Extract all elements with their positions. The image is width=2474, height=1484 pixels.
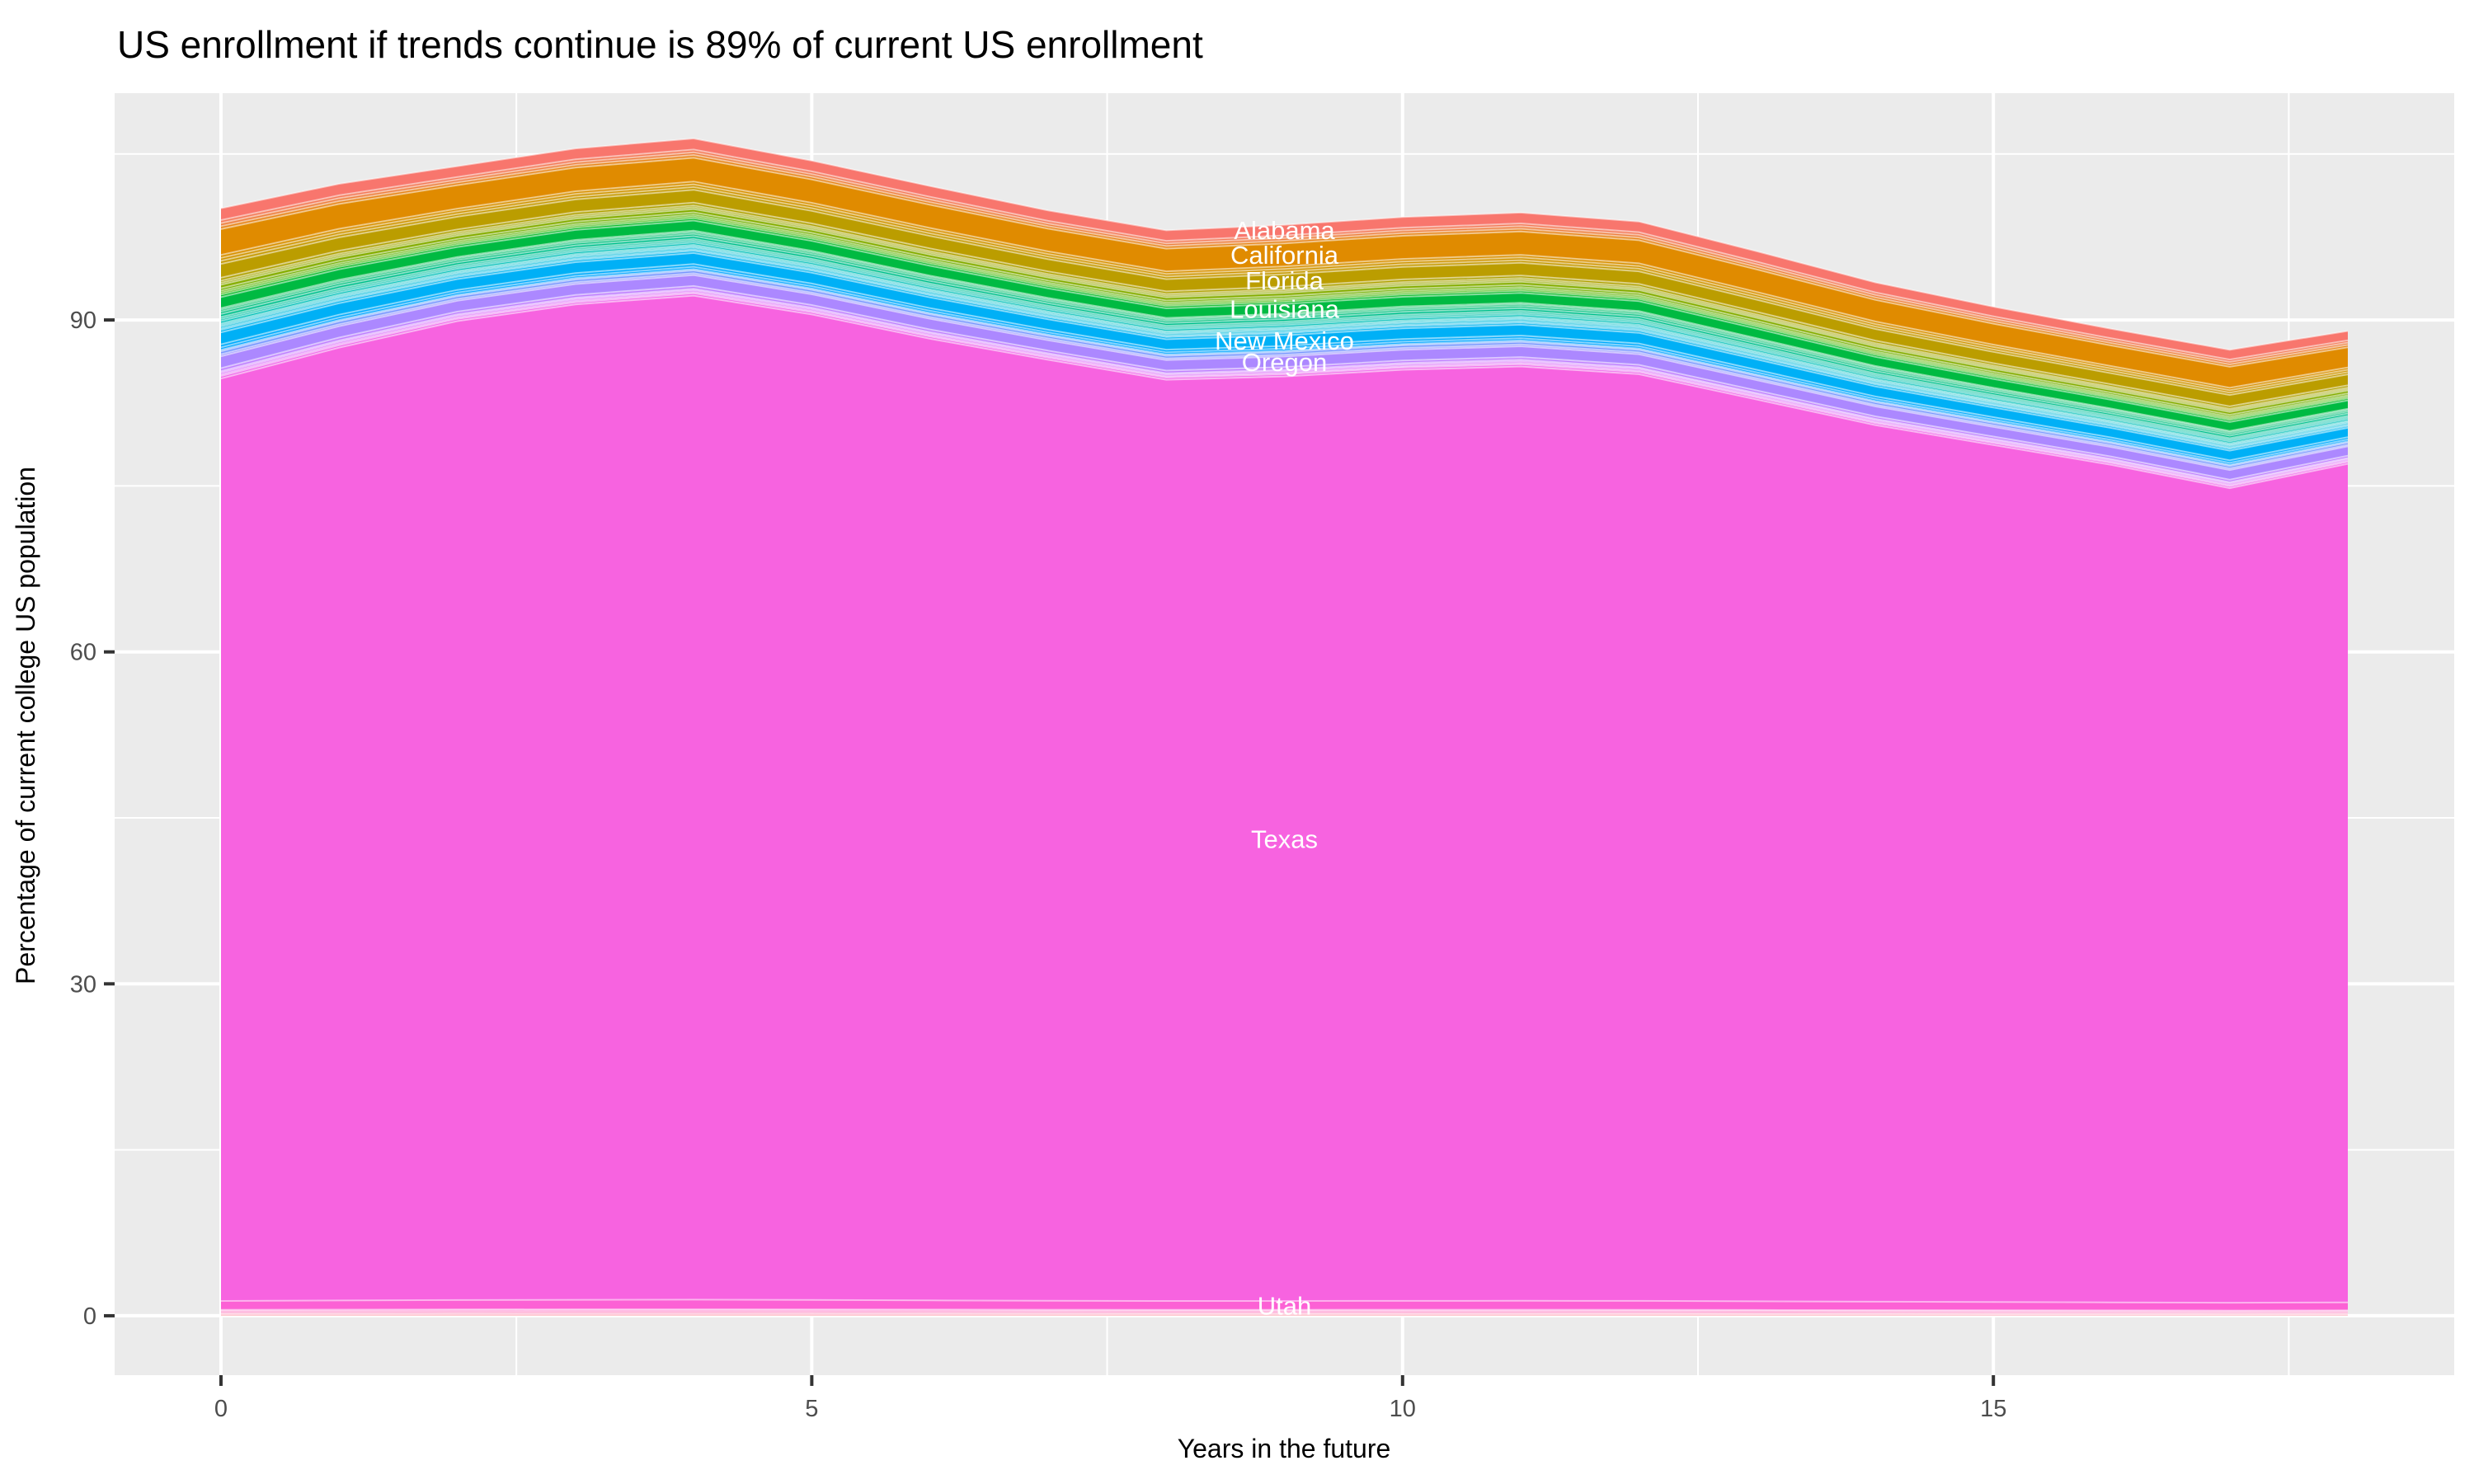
area-band-edge-south-dakota	[220, 291, 2349, 486]
area-band-edge-arizona	[220, 151, 2349, 364]
area-band-alabama	[221, 139, 2348, 360]
area-band-edge-florida	[220, 189, 2349, 397]
state-label-utah: Utah	[1258, 1291, 1311, 1320]
area-band-edge-tennessee	[220, 292, 2349, 487]
area-band-florida	[221, 190, 2348, 406]
area-band-edge-kentucky	[220, 217, 2349, 421]
axis-tick-marks	[104, 318, 1996, 1386]
area-band-edge-louisiana	[220, 219, 2349, 423]
area-band-edge-north-carolina	[220, 265, 2349, 464]
x-tick-label: 0	[214, 1396, 228, 1422]
area-band-edge-nebraska	[220, 245, 2349, 446]
state-label-texas: Texas	[1251, 824, 1318, 853]
area-band-edge-alaska	[220, 148, 2349, 361]
x-axis-title: Years in the future	[1178, 1434, 1391, 1463]
area-band-edge-north-dakota	[220, 268, 2349, 466]
area-band-louisiana	[221, 220, 2348, 431]
area-band-edge-nevada	[220, 247, 2349, 447]
area-band-oregon	[221, 275, 2348, 480]
chart-title: US enrollment if trends continue is 89% …	[117, 23, 1203, 66]
y-tick-label: 0	[83, 1303, 96, 1330]
area-band-edge-indiana	[220, 211, 2349, 416]
x-tick-label: 10	[1390, 1396, 1416, 1422]
area-band-edge-kansas	[220, 215, 2349, 420]
area-band-edge-new-jersey	[220, 250, 2349, 450]
area-band-edge-alabama	[220, 137, 2349, 351]
area-band-edge-minnesota	[220, 237, 2349, 439]
area-band-edge-maine	[220, 229, 2349, 432]
x-tick-label: 15	[1980, 1396, 2006, 1422]
area-band-california	[221, 157, 2348, 388]
area-band-edge-washington	[220, 1311, 2349, 1313]
area-band-edge-connecticut	[220, 183, 2349, 392]
area-band-edge-missouri	[220, 242, 2349, 443]
area-band-edge-oklahoma	[220, 272, 2349, 470]
x-tick-label: 5	[805, 1396, 818, 1422]
area-band-edge-new-mexico	[220, 251, 2349, 452]
area-band-edge-idaho	[220, 206, 2349, 411]
area-band-edge-massachusetts	[220, 232, 2349, 435]
area-band-edge-new-hampshire	[220, 248, 2349, 448]
area-band-edge-georgia	[220, 201, 2349, 407]
area-band-edges	[220, 137, 2349, 1317]
area-band-edge-rhode-island	[220, 288, 2349, 483]
area-band-edge-new-york	[220, 263, 2349, 462]
area-band-edge-west-virginia	[220, 1312, 2348, 1315]
y-axis-title: Percentage of current college US populat…	[11, 467, 40, 984]
area-band-edge-illinois	[220, 208, 2349, 413]
area-band-edge-arkansas	[220, 153, 2349, 366]
state-label-oregon: Oregon	[1242, 348, 1327, 377]
area-band-edge-maryland	[220, 231, 2349, 434]
area-band-edge-california	[220, 157, 2349, 368]
area-band-edge-hawaii	[220, 204, 2349, 410]
y-tick-label: 30	[70, 971, 96, 998]
state-label-new-mexico: New Mexico	[1215, 326, 1354, 355]
area-band-edge-utah	[220, 1298, 2349, 1304]
area-band-edge-vermont	[220, 1308, 2349, 1312]
area-band-new-mexico	[221, 252, 2348, 461]
area-band-tennessee	[221, 293, 2348, 489]
area-band-pennsylvania	[221, 285, 2348, 482]
state-label-alabama: Alabama	[1234, 216, 1335, 245]
y-tick-label: 60	[70, 640, 96, 666]
area-band-edge-ohio	[220, 269, 2349, 467]
y-tick-label: 90	[70, 308, 96, 334]
state-label-florida: Florida	[1245, 266, 1324, 295]
axis-tick-labels: 0 5 10 15 0 30 60 90	[70, 308, 2007, 1422]
state-label-california: California	[1230, 241, 1339, 270]
area-band-edge-colorado	[220, 181, 2349, 389]
area-band-ohio	[221, 270, 2348, 469]
state-label-louisiana: Louisiana	[1230, 295, 1339, 324]
area-band-edge-south-carolina	[220, 289, 2349, 485]
area-band-texas	[221, 295, 2348, 1303]
area-band-edge-delaware	[220, 186, 2349, 394]
area-band-edge-pennsylvania	[220, 284, 2349, 481]
area-band-edge-iowa	[220, 214, 2349, 418]
area-band-edge-michigan	[220, 235, 2349, 437]
area-band-utah	[221, 1299, 2348, 1311]
area-band-edge-mississippi	[220, 239, 2349, 441]
area-band-edge-montana	[220, 243, 2349, 444]
area-band-edge-texas	[220, 294, 2349, 490]
area-band-edge-oregon	[220, 274, 2349, 472]
